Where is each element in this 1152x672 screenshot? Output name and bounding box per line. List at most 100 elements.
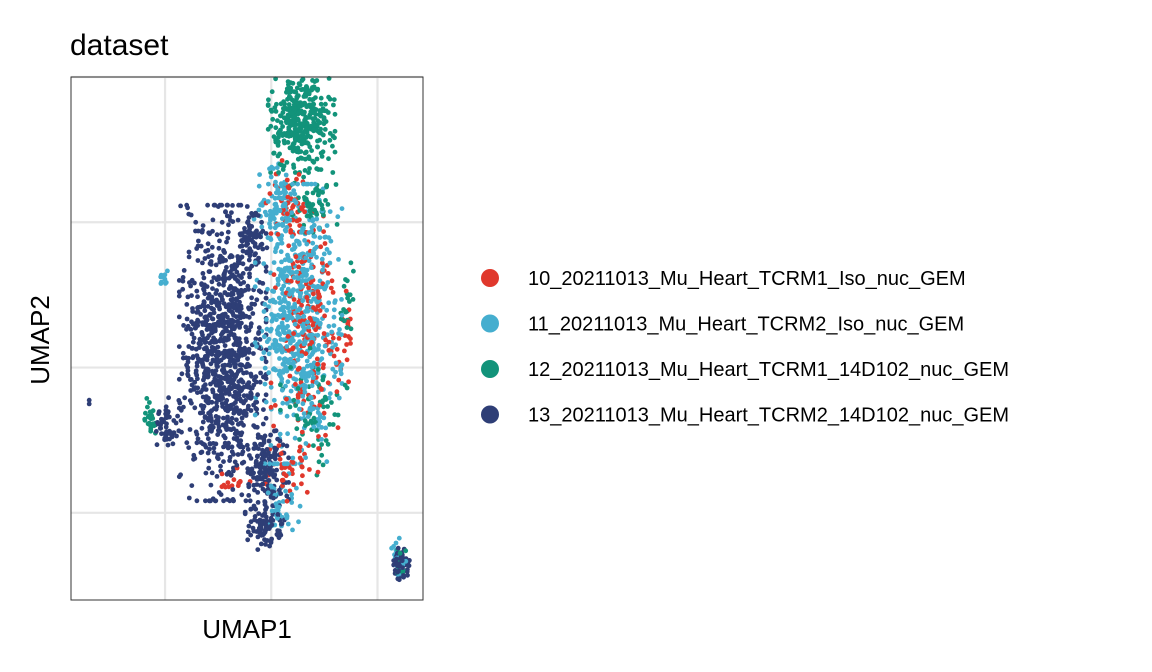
data-point [185,371,191,377]
data-point [268,518,274,524]
data-point [317,130,322,136]
data-point [185,359,191,365]
data-point [244,204,250,209]
data-point [276,139,281,145]
legend-label: 13_20211013_Mu_Heart_TCRM2_14D102_nuc_GE… [528,405,1009,427]
data-point [328,285,334,291]
data-point [216,490,222,495]
data-point [323,438,329,443]
data-point [198,243,204,249]
data-point [287,373,293,379]
data-point [224,264,229,270]
data-point [280,370,286,375]
legend: 10_20211013_Mu_Heart_TCRM1_Iso_nuc_GEM 11… [481,268,1009,427]
data-point [289,110,295,116]
data-point [220,350,226,356]
data-point [252,441,258,447]
data-point [159,279,164,285]
data-point [301,321,307,327]
data-point [273,179,278,185]
data-point [297,223,303,229]
data-point [269,536,274,542]
data-point [248,391,254,397]
data-point [176,289,182,295]
data-point [229,370,235,376]
data-point [235,452,241,457]
data-point [288,365,293,370]
data-point [247,498,253,504]
data-point [315,289,321,294]
data-point [201,286,206,292]
data-point [254,297,260,303]
data-point [241,370,247,376]
data-point [284,89,289,95]
data-point [327,391,333,396]
data-point [278,451,284,456]
data-point [285,379,291,385]
data-point [271,260,277,265]
data-point [281,283,287,289]
data-point [333,369,338,375]
data-point [209,470,215,476]
data-point [299,259,305,265]
data-point [185,368,191,374]
data-point [268,469,274,474]
data-point [212,348,218,354]
data-point [307,144,313,150]
data-point [209,294,215,300]
data-point [391,544,396,549]
data-point [282,106,288,112]
data-point [194,363,200,369]
data-point [227,363,233,368]
data-point [273,338,279,344]
data-point [289,492,295,497]
data-point [175,413,181,419]
data-point [290,80,296,86]
data-point [325,441,331,447]
data-point [311,375,316,380]
data-point [268,432,273,438]
data-point [281,99,286,105]
data-point [316,112,322,117]
data-point [222,435,228,441]
data-point [327,137,333,143]
data-point [268,231,274,237]
data-point [299,206,305,212]
data-point [321,116,327,121]
data-point [212,326,218,331]
data-point [191,385,197,391]
data-point [271,272,277,277]
data-point [266,438,272,444]
data-point [284,211,290,217]
data-point [228,297,234,303]
data-point [277,314,283,320]
data-point [229,326,235,332]
data-point [283,383,288,389]
data-point [249,295,255,301]
data-point [310,240,316,246]
data-point [233,335,239,341]
data-point [234,462,240,468]
data-point [301,314,306,319]
data-point [227,386,233,392]
data-point [305,414,311,419]
data-point [236,480,242,486]
data-point [207,340,213,346]
data-point [256,325,262,331]
data-point [304,489,310,495]
data-point [289,234,295,239]
data-point [174,433,179,439]
data-point [342,382,348,388]
data-point [315,469,321,475]
data-point [286,455,291,461]
data-point [239,348,245,354]
data-point [203,321,209,327]
data-point [266,351,272,357]
data-point [216,274,221,280]
data-point [178,203,184,209]
data-point [275,508,281,513]
data-point [326,300,332,306]
data-point [309,274,315,280]
data-point [297,448,302,454]
data-point [216,281,222,287]
